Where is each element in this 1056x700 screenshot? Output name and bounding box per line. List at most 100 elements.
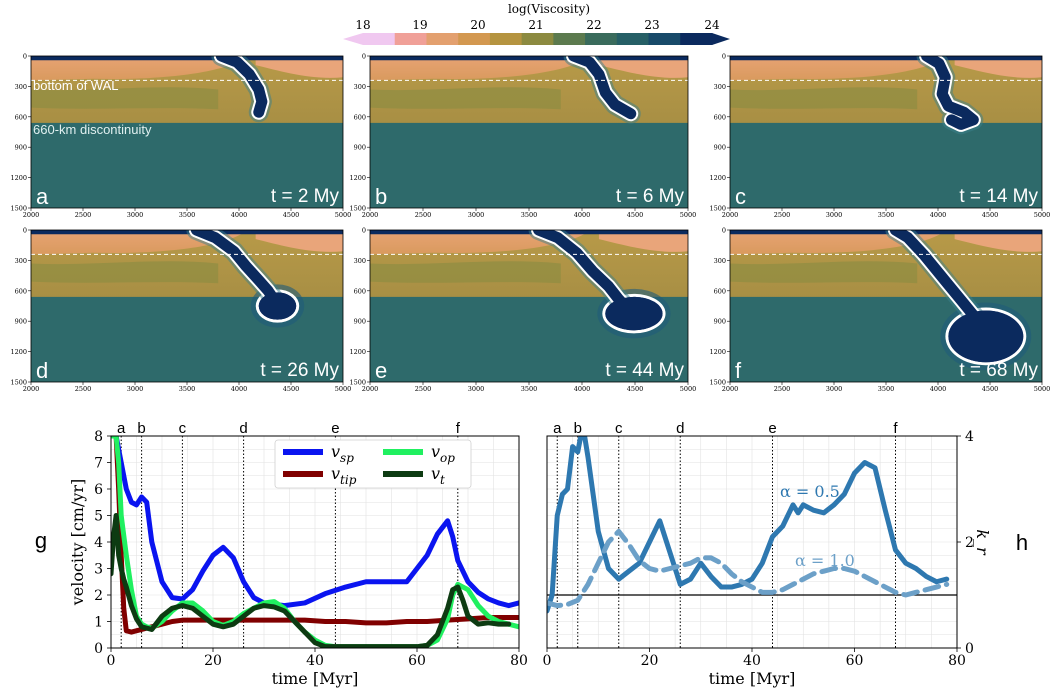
lid xyxy=(31,56,343,61)
x-tick-label: 2000 xyxy=(23,211,40,219)
y-tick-label: 6 xyxy=(94,482,103,498)
slab-blob-core xyxy=(258,292,297,320)
y-tick-label: 0 xyxy=(362,53,366,61)
event-label: c xyxy=(615,420,623,437)
slab xyxy=(215,56,268,118)
x-tick-label: 4000 xyxy=(231,385,248,393)
x-tick-label: 3000 xyxy=(468,385,485,393)
x-tick-label: 5000 xyxy=(335,211,352,219)
model-panel-a: 2000 2500 3000 3500 4000 4500 5000 0 300 600 900 12… xyxy=(10,53,351,220)
y-tick-label: 900 xyxy=(714,318,726,326)
y-tick-label: 1200 xyxy=(709,348,726,356)
legend-label: vtip xyxy=(331,464,357,487)
colorbar-cell xyxy=(585,33,618,45)
series-line xyxy=(547,528,950,609)
colorbar-cell xyxy=(616,33,650,45)
panel-time: t = 2 My xyxy=(271,186,340,207)
panel-letter: a xyxy=(36,184,49,209)
panel-content xyxy=(31,230,343,382)
x-tick-label: 5000 xyxy=(680,211,697,219)
y-tick-label: 1 xyxy=(94,615,103,631)
x-tick-label: 3000 xyxy=(468,211,485,219)
panel-time: t = 44 My xyxy=(605,360,684,381)
y-tick-label: 600 xyxy=(15,113,27,121)
overriding-layer xyxy=(954,233,1042,252)
y-tick-label: 0 xyxy=(722,53,726,61)
weak-layer xyxy=(370,59,587,81)
colorbar-cell xyxy=(394,33,427,45)
x-tick-label: 4500 xyxy=(283,385,300,393)
x-tick-label: 40 xyxy=(743,653,761,669)
x-tick-label: 3000 xyxy=(826,211,843,219)
panel-time: t = 14 My xyxy=(959,186,1038,207)
x-tick-label: 2500 xyxy=(774,211,791,219)
asthenosphere-band xyxy=(730,261,918,284)
y-tick-label: 300 xyxy=(354,257,366,265)
colorbar-tick-label: 22 xyxy=(586,18,601,32)
x-tick-label: 2500 xyxy=(774,385,791,393)
y-tick-label: 7 xyxy=(94,456,103,472)
panel-time: t = 26 My xyxy=(260,360,339,381)
x-tick-label: 5000 xyxy=(335,385,352,393)
x-tick-label: 3500 xyxy=(179,385,196,393)
panel-time: t = 68 My xyxy=(959,360,1038,381)
slab xyxy=(568,56,637,120)
x-tick-label: 2000 xyxy=(23,385,40,393)
x-tick-label: 4500 xyxy=(627,385,644,393)
y-tick-label: 8 xyxy=(94,429,103,445)
event-label: f xyxy=(456,420,461,437)
y-tick-label: 900 xyxy=(714,144,726,152)
panel-label-g: g xyxy=(35,528,47,553)
y-tick-label: 600 xyxy=(714,113,726,121)
y-tick-label: 0 xyxy=(722,227,726,235)
colorbar-tick-label: 21 xyxy=(528,18,543,32)
asthenosphere-band xyxy=(31,261,219,284)
x-tick-label: 2500 xyxy=(75,211,92,219)
weak-layer xyxy=(730,59,943,81)
legend-label: vt xyxy=(431,464,445,487)
y-axis-label: velocity [cm/yr] xyxy=(68,479,87,607)
x-tick-label: 3000 xyxy=(127,385,144,393)
panel-content xyxy=(730,230,1042,382)
weak-layer xyxy=(730,233,943,255)
weak-layer xyxy=(31,59,244,81)
y-tick-label: 0 xyxy=(23,53,27,61)
y-tick-label: 4 xyxy=(94,535,103,551)
x-tick-label: 0 xyxy=(107,653,116,669)
y-tick-label: 600 xyxy=(15,287,27,295)
panel-content xyxy=(370,230,688,382)
wal-annotation: bottom of WAL xyxy=(33,78,119,93)
y-tick-label: 300 xyxy=(714,257,726,265)
overriding-layer xyxy=(598,233,688,252)
overriding-layer xyxy=(255,59,343,78)
x-tick-label: 3500 xyxy=(521,211,538,219)
x-tick-label: 40 xyxy=(306,653,324,669)
y-tick-label: 300 xyxy=(714,83,726,91)
colorbar-tick-label: 19 xyxy=(412,18,427,32)
series-line xyxy=(547,436,950,614)
x-tick-label: 4500 xyxy=(627,211,644,219)
panel-letter: b xyxy=(375,184,387,209)
x-tick-label: 60 xyxy=(846,653,864,669)
panel-letter: d xyxy=(36,358,48,383)
x-tick-label: 4000 xyxy=(930,211,947,219)
model-panel-b: 2000 2500 3000 3500 4000 4500 5000 0 300 600 900 12… xyxy=(349,53,696,220)
y-tick-label: 2 xyxy=(965,535,974,551)
x-tick-label: 5000 xyxy=(1034,385,1051,393)
y-tick-label: 900 xyxy=(15,318,27,326)
legend-label: vop xyxy=(431,442,455,465)
panel-label-h: h xyxy=(1016,530,1028,555)
slab xyxy=(921,56,979,130)
overriding-layer xyxy=(598,59,688,78)
x-tick-label: 0 xyxy=(543,653,552,669)
colorbar-tick-label: 18 xyxy=(355,18,370,32)
event-label: e xyxy=(768,420,776,437)
y-tick-label: 1200 xyxy=(10,348,27,356)
y-tick-label: 1200 xyxy=(349,174,366,182)
overriding-layer xyxy=(954,59,1042,78)
event-label: c xyxy=(179,420,187,437)
y-tick-label: 900 xyxy=(15,144,27,152)
x-tick-label: 3000 xyxy=(127,211,144,219)
panel-content xyxy=(730,56,1042,208)
lid xyxy=(730,56,1042,61)
